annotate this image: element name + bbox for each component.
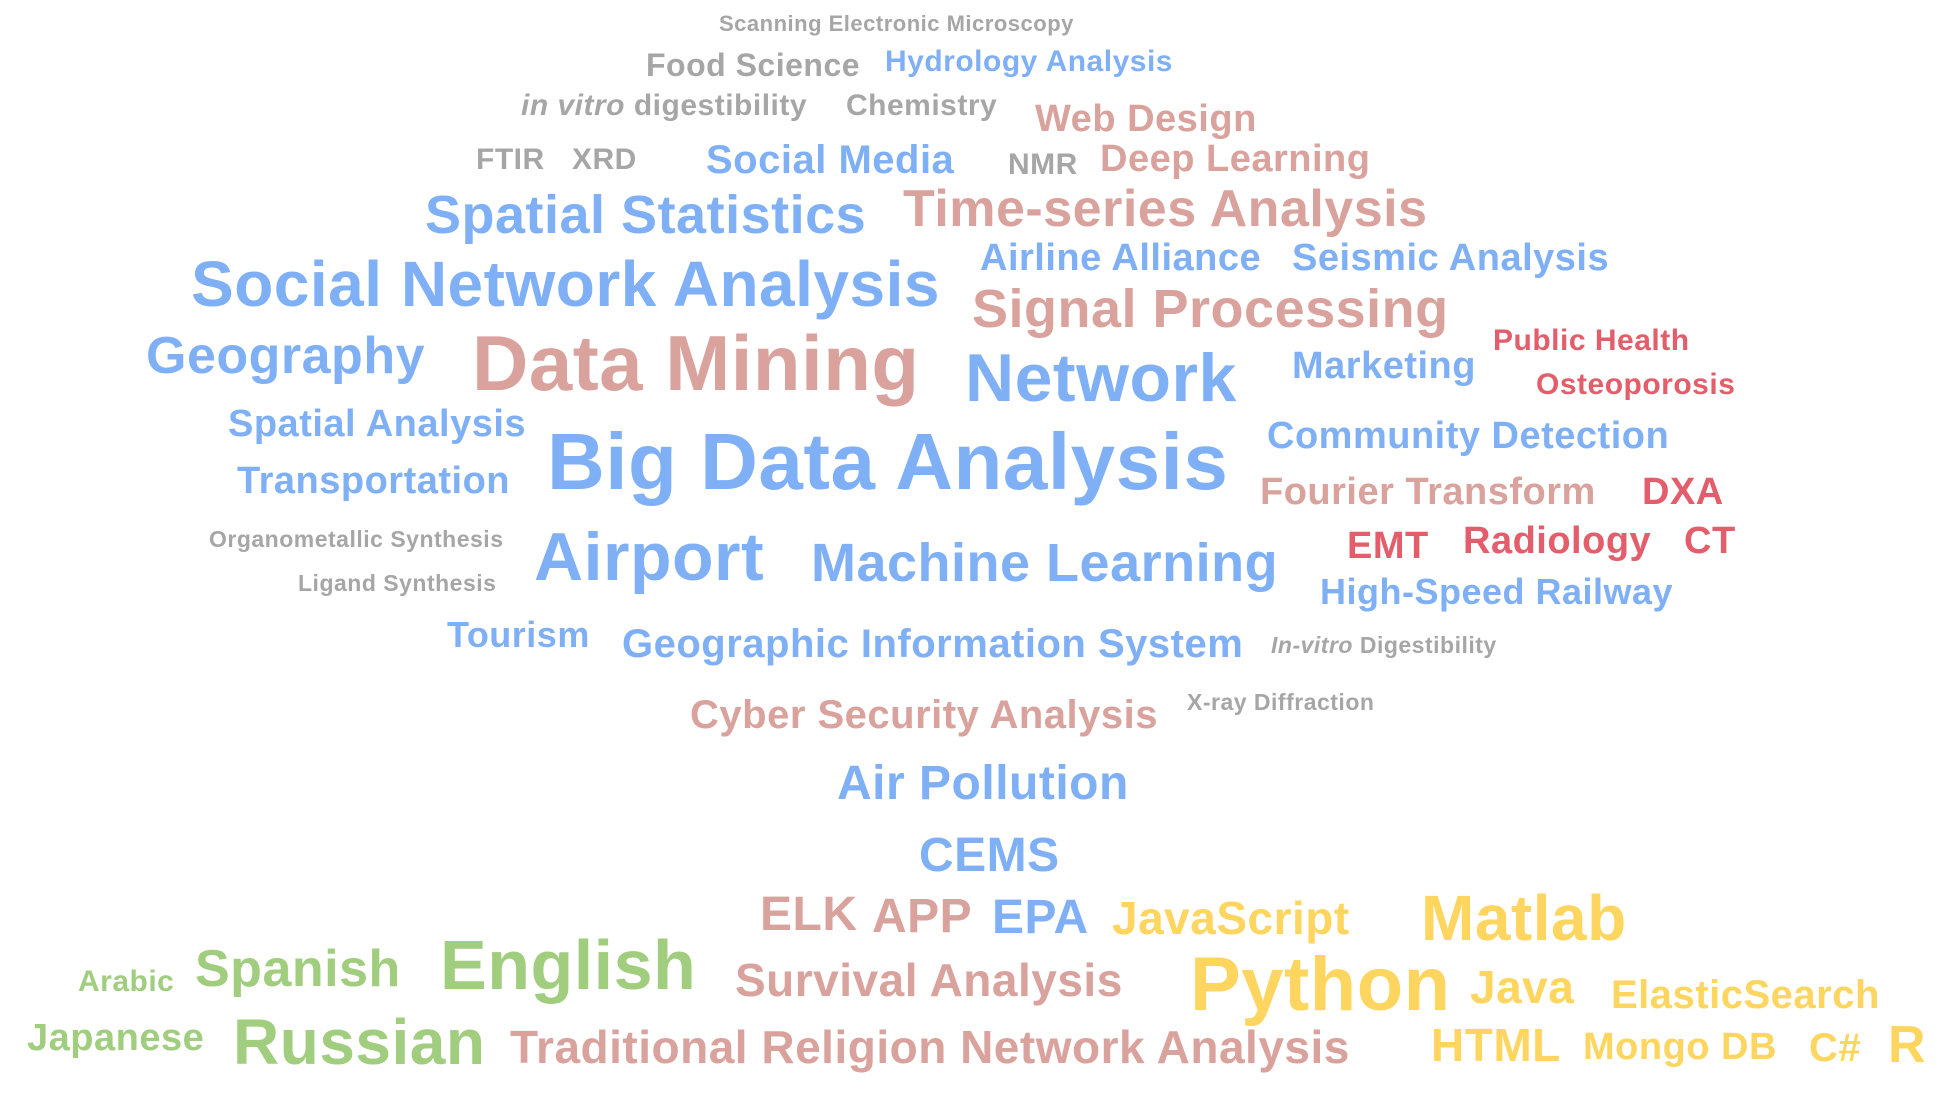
word-matlab: Matlab [1421, 882, 1627, 954]
word-arabic: Arabic [78, 965, 175, 998]
word-english: English [440, 926, 697, 1004]
word-html: HTML [1431, 1019, 1561, 1071]
word-chemistry: Chemistry [846, 89, 998, 122]
word-python: Python [1190, 942, 1451, 1027]
word-data-mining: Data Mining [472, 319, 920, 407]
word-scanning-electronic-microscopy: Scanning Electronic Microscopy [719, 11, 1074, 36]
word-time-series-analysis: Time-series Analysis [903, 180, 1428, 238]
word-geography: Geography [146, 327, 425, 385]
word-transportation: Transportation [237, 460, 511, 502]
word-in-vitro-italic: in vitro [521, 89, 626, 122]
word-nmr: NMR [1008, 148, 1078, 181]
word-organometallic-synthesis: Organometallic Synthesis [209, 526, 504, 552]
word-tourism: Tourism [447, 614, 590, 655]
word-spanish: Spanish [195, 940, 401, 998]
word-app: APP [872, 890, 973, 943]
word-signal-processing: Signal Processing [972, 279, 1449, 339]
word-elasticsearch: ElasticSearch [1611, 973, 1880, 1017]
word-ct: CT [1684, 520, 1736, 562]
word-survival-analysis: Survival Analysis [735, 954, 1123, 1006]
word-air-pollution: Air Pollution [837, 757, 1129, 810]
word-airport: Airport [534, 519, 765, 595]
word-ligand-synthesis: Ligand Synthesis [298, 570, 497, 596]
word-cems: CEMS [919, 829, 1060, 882]
word-csharp: C# [1809, 1026, 1862, 1070]
word-social-media: Social Media [706, 138, 955, 182]
word-radiology: Radiology [1463, 520, 1652, 562]
word-hydrology-analysis: Hydrology Analysis [885, 45, 1173, 78]
word-russian: Russian [233, 1006, 486, 1078]
word-dxa: DXA [1642, 471, 1724, 513]
word-osteoporosis: Osteoporosis [1536, 368, 1736, 401]
word-spatial-statistics: Spatial Statistics [425, 185, 867, 245]
word-airline-alliance: Airline Alliance [980, 237, 1262, 279]
word-digestibility-cap: Digestibility [1359, 632, 1497, 658]
word-network: Network [965, 340, 1237, 416]
word-high-speed-railway: High-Speed Railway [1320, 571, 1674, 612]
word-marketing: Marketing [1292, 345, 1476, 387]
word-japanese: Japanese [27, 1017, 205, 1059]
word-deep-learning: Deep Learning [1100, 138, 1371, 180]
word-public-health: Public Health [1493, 324, 1690, 357]
word-community-detection: Community Detection [1267, 415, 1670, 457]
word-in-vitro-cap-italic: In-vitro [1271, 632, 1353, 658]
word-java: Java [1470, 961, 1575, 1013]
word-social-network-analysis: Social Network Analysis [191, 248, 940, 320]
word-r: R [1888, 1016, 1927, 1074]
word-digestibility: digestibility [633, 89, 808, 122]
word-fourier-transform: Fourier Transform [1260, 471, 1596, 513]
word-xrd: XRD [572, 143, 637, 176]
word-cyber-security-analysis: Cyber Security Analysis [690, 693, 1159, 737]
word-xray-diffraction: X-ray Diffraction [1187, 689, 1375, 715]
word-machine-learning: Machine Learning [811, 533, 1279, 593]
word-spatial-analysis: Spatial Analysis [228, 403, 527, 445]
word-big-data-analysis: Big Data Analysis [547, 417, 1229, 506]
word-web-design: Web Design [1035, 98, 1257, 140]
word-in-vitro-digestibility: in vitro digestibility [521, 91, 807, 121]
word-epa: EPA [992, 891, 1089, 944]
word-emt: EMT [1347, 525, 1429, 567]
word-ftir: FTIR [476, 143, 545, 176]
word-food-science: Food Science [646, 47, 861, 83]
word-elk: ELK [760, 888, 858, 941]
word-in-vitro-digestibility-cap: In-vitro Digestibility [1271, 634, 1497, 657]
word-traditional-religion-network-analysis: Traditional Religion Network Analysis [510, 1021, 1350, 1073]
word-mongo-db: Mongo DB [1583, 1026, 1777, 1068]
word-javascript: JavaScript [1112, 892, 1350, 944]
word-geographic-information-system: Geographic Information System [622, 622, 1244, 666]
word-seismic-analysis: Seismic Analysis [1292, 237, 1610, 279]
